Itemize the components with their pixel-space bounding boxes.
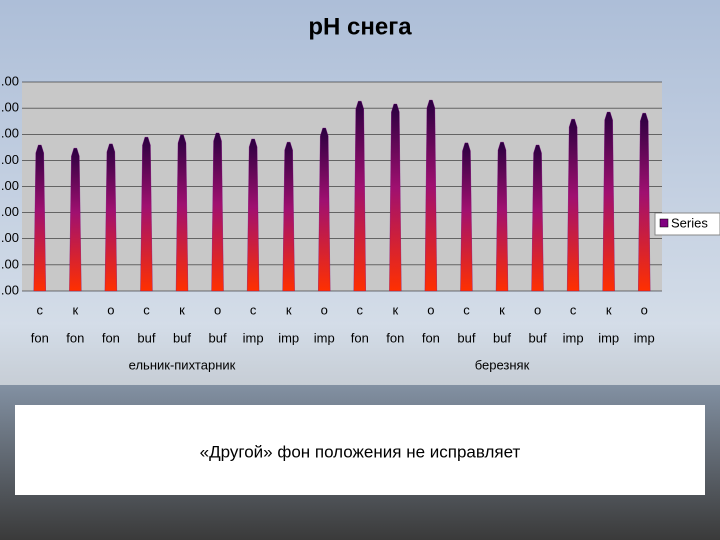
bar — [424, 99, 438, 292]
legend-swatch — [659, 218, 669, 228]
x-tick-label: к — [392, 302, 398, 317]
x-tick-label: с — [463, 302, 470, 317]
x-subcategory-label: buf — [457, 330, 475, 345]
y-tick-label: .00 — [1, 256, 19, 271]
x-tick-label: с — [250, 302, 257, 317]
bar — [495, 141, 509, 292]
x-subcategory-label: imp — [243, 330, 264, 345]
x-tick-label: к — [499, 302, 505, 317]
bar — [175, 134, 189, 292]
x-subcategory-label: fon — [422, 330, 440, 345]
x-subcategory-label: imp — [598, 330, 619, 345]
bar — [602, 111, 615, 292]
x-subcategory-label: imp — [563, 330, 584, 345]
x-subcategory-label: fon — [31, 330, 49, 345]
x-tick-label: о — [427, 302, 434, 317]
bar — [282, 141, 295, 292]
bar — [460, 142, 473, 292]
bar — [318, 127, 331, 292]
y-tick-label: .00 — [1, 230, 19, 245]
x-tick-label: о — [641, 302, 648, 317]
x-subcategory-label: imp — [314, 330, 335, 345]
group-label: ельник-пихтарник — [129, 357, 236, 372]
bar — [389, 103, 402, 292]
legend — [654, 212, 720, 236]
x-tick-label: к — [179, 302, 185, 317]
bar — [246, 138, 260, 292]
y-tick-label: .00 — [1, 73, 19, 88]
legend-label: Series — [671, 215, 708, 230]
x-subcategory-label: buf — [209, 330, 227, 345]
bar — [33, 144, 46, 292]
x-tick-label: с — [357, 302, 364, 317]
bar — [353, 100, 366, 292]
y-tick-label: .00 — [1, 100, 19, 115]
x-subcategory-label: buf — [137, 330, 155, 345]
chart-title: pH снега — [308, 13, 412, 40]
bar — [104, 143, 118, 292]
y-tick-label: .00 — [1, 204, 19, 219]
caption: «Другой» фон положения не исправляет — [200, 442, 521, 461]
x-tick-label: к — [72, 302, 78, 317]
bar — [211, 132, 224, 292]
x-subcategory-label: buf — [493, 330, 511, 345]
x-tick-label: с — [143, 302, 150, 317]
y-tick-label: .00 — [1, 126, 19, 141]
x-subcategory-label: fon — [351, 330, 369, 345]
group-label: березняк — [475, 357, 530, 372]
x-subcategory-label: fon — [386, 330, 404, 345]
x-tick-label: о — [534, 302, 541, 317]
x-tick-label: с — [37, 302, 44, 317]
x-subcategory-label: fon — [66, 330, 84, 345]
x-tick-label: с — [570, 302, 577, 317]
x-subcategory-label: imp — [634, 330, 655, 345]
y-tick-label: .00 — [1, 152, 19, 167]
bar — [69, 147, 82, 292]
y-tick-label: .00 — [1, 178, 19, 193]
bar — [638, 112, 651, 292]
x-tick-label: о — [321, 302, 328, 317]
caption-box — [15, 405, 705, 495]
x-tick-label: о — [107, 302, 114, 317]
x-tick-label: к — [606, 302, 612, 317]
bar — [531, 144, 544, 292]
bar — [566, 118, 580, 292]
x-tick-label: к — [286, 302, 292, 317]
y-tick-label: .00 — [1, 282, 19, 297]
x-subcategory-label: buf — [529, 330, 547, 345]
x-tick-label: о — [214, 302, 221, 317]
x-subcategory-label: buf — [173, 330, 191, 345]
x-subcategory-label: imp — [278, 330, 299, 345]
bar — [140, 136, 153, 292]
x-subcategory-label: fon — [102, 330, 120, 345]
